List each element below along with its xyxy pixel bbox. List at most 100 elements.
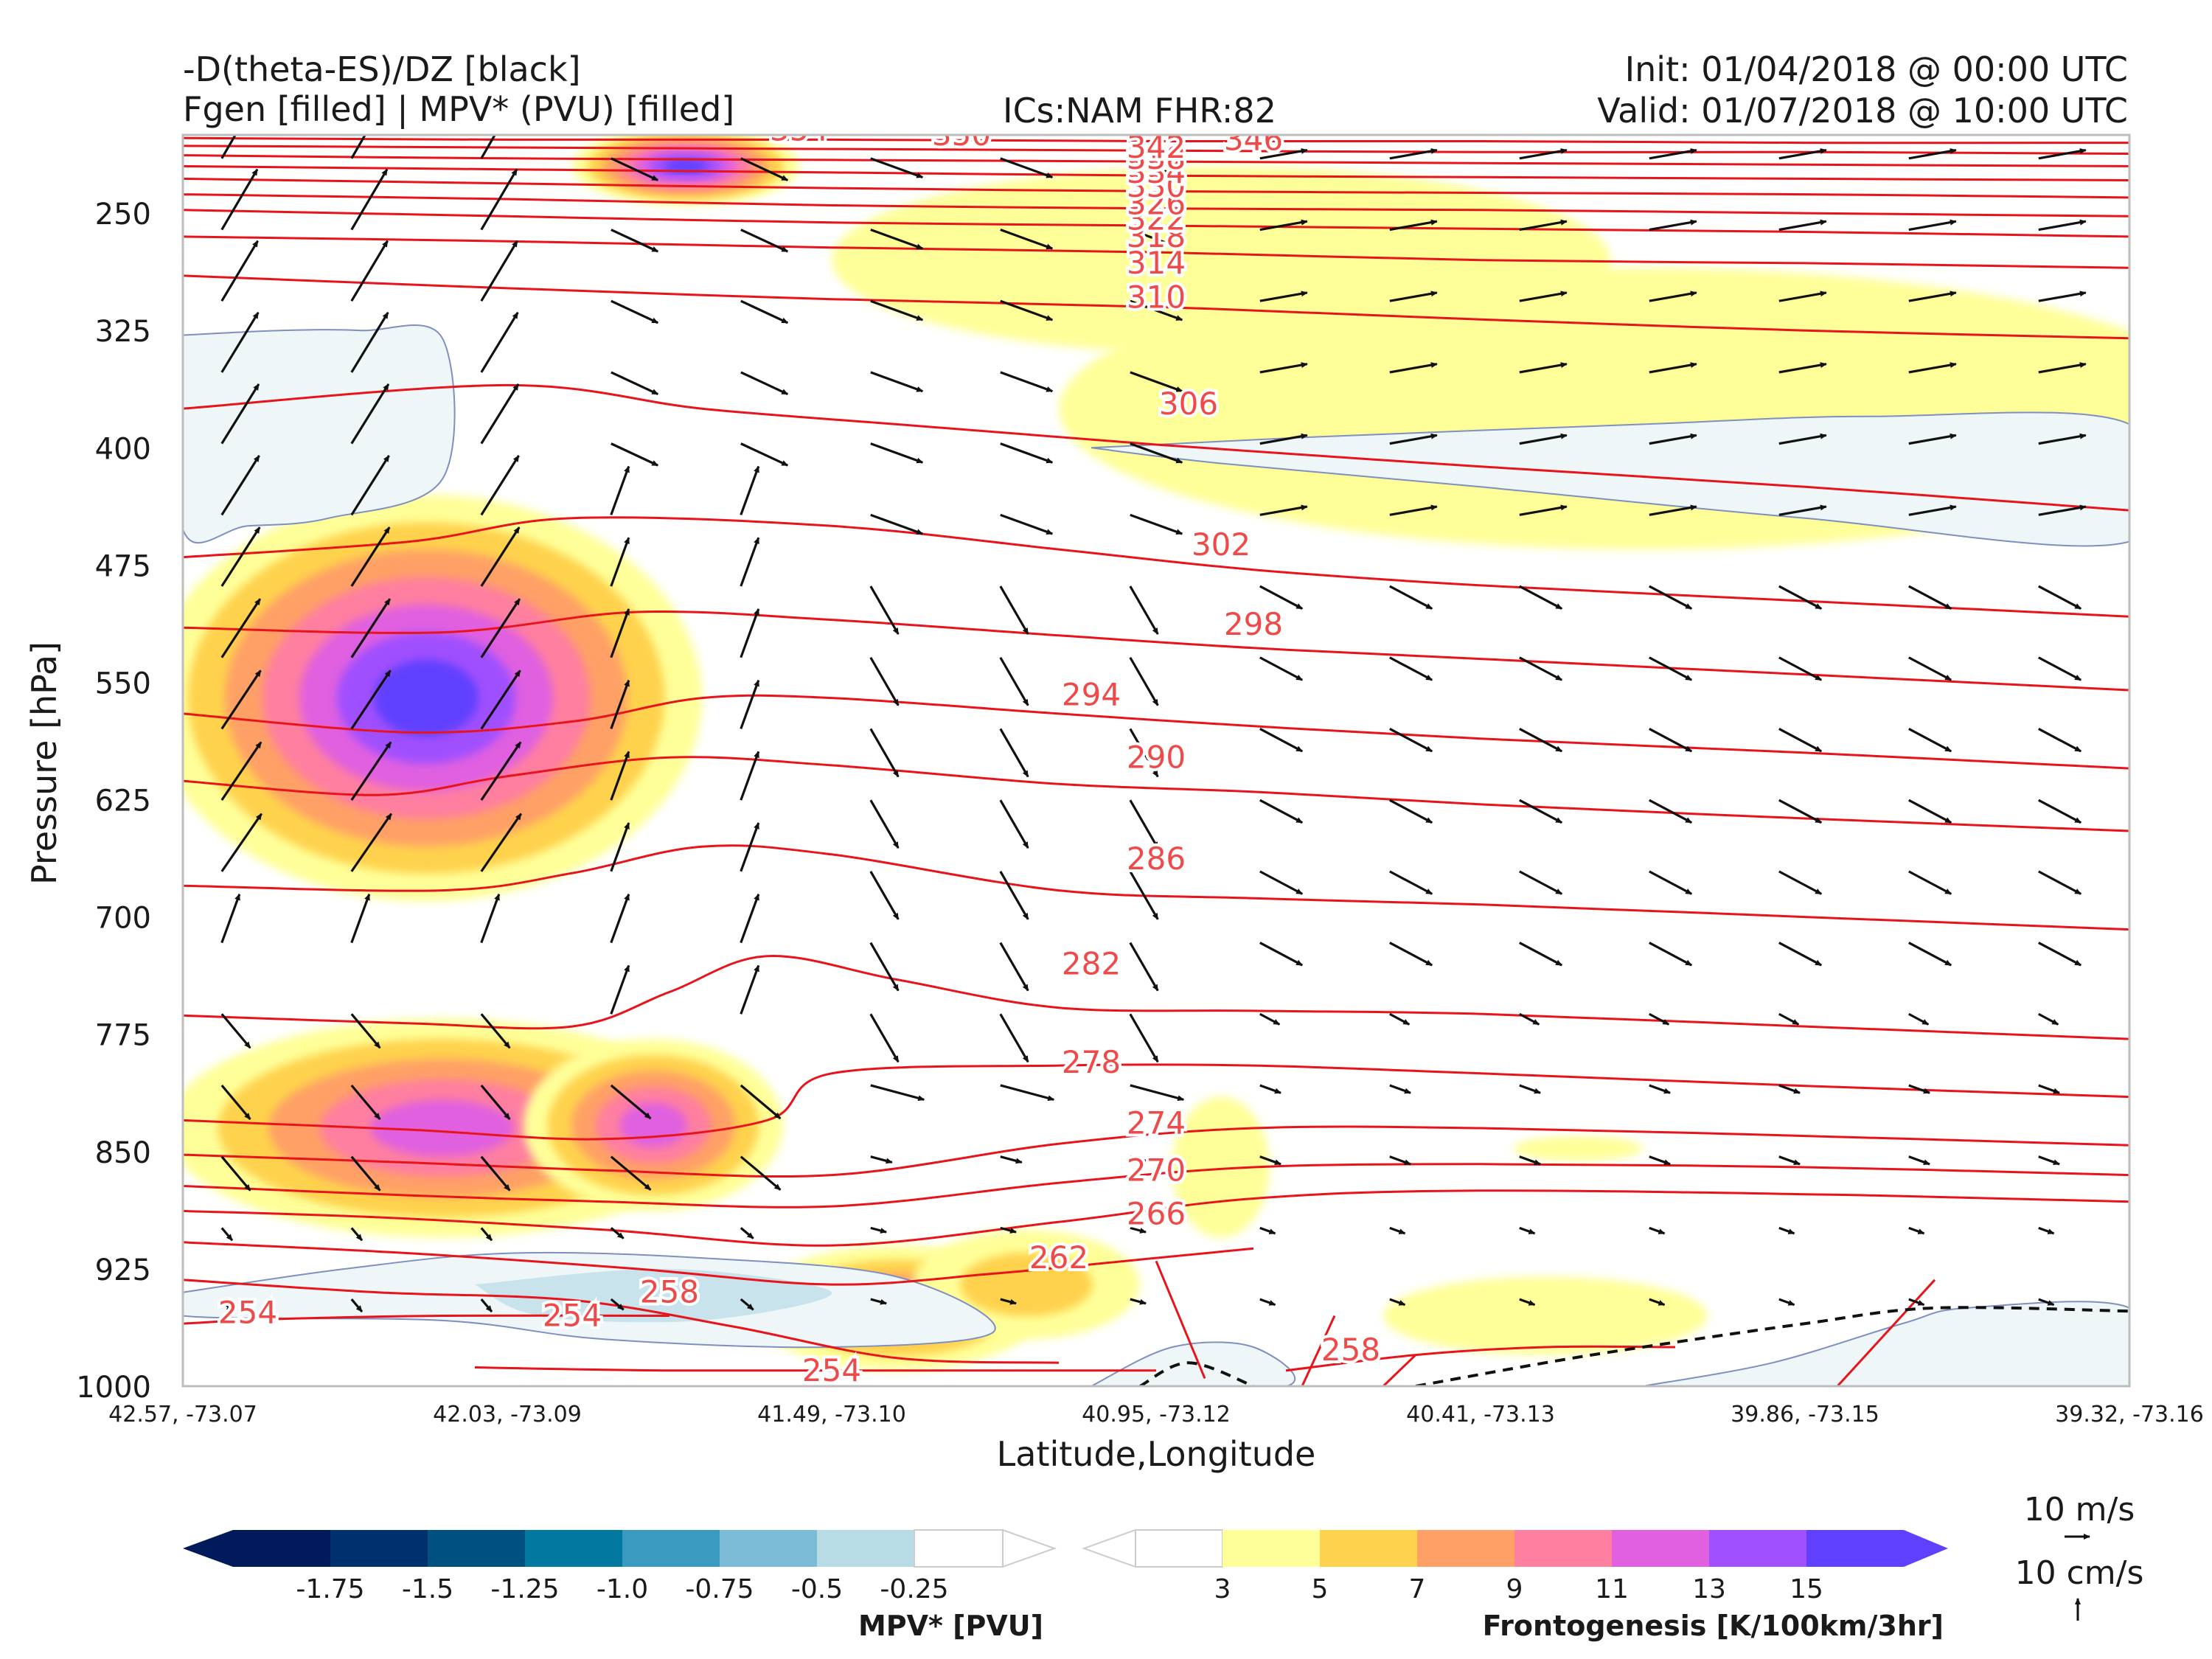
- theta-es-contour-label: 306: [1159, 386, 1218, 422]
- wind-vector: [1908, 799, 1952, 824]
- wind-vector: [1649, 1155, 1671, 1166]
- fgen-fill: [1513, 1135, 1643, 1161]
- x-tick-label: 39.32, -73.16: [2055, 1402, 2204, 1427]
- wind-vector: [1130, 1226, 1147, 1234]
- wind-vector: [220, 168, 259, 231]
- wind-vector: [350, 1227, 364, 1242]
- wind-vector: [1130, 1155, 1152, 1164]
- wind-vector: [610, 537, 630, 587]
- fgen-colorbar-cell: [1514, 1530, 1612, 1567]
- theta-es-contour-label: 266: [1127, 1196, 1186, 1232]
- theta-es-contour: [1382, 1354, 1417, 1386]
- wind-vector: [1908, 147, 1957, 160]
- mpv-colorbar-cell: [233, 1530, 330, 1567]
- wind-vector: [220, 311, 260, 373]
- wind-vector: [610, 1298, 625, 1311]
- wind-vector: [1649, 433, 1697, 445]
- mpv-colorbar-tick: -1.0: [597, 1574, 648, 1604]
- theta-es-contour: [183, 164, 2129, 181]
- fgen-colorbar-tick: 15: [1790, 1574, 1823, 1604]
- wind-vector: [2038, 504, 2087, 516]
- wind-vector: [1130, 513, 1183, 535]
- theta-es-contour-label: 302: [1192, 526, 1251, 563]
- wind-vector: [1519, 147, 1568, 160]
- wind-vector: [220, 893, 241, 944]
- wind-vector: [869, 656, 900, 706]
- wind-vector: [1908, 433, 1957, 445]
- y-tick-label: 925: [95, 1253, 151, 1287]
- wind-vector: [1519, 219, 1568, 232]
- wind-vector: [1259, 1155, 1281, 1166]
- wind-vector: [1778, 1084, 1801, 1094]
- wind-vector: [1259, 219, 1308, 232]
- wind-vector: [2038, 219, 2087, 232]
- wind-vector: [999, 871, 1029, 920]
- wind-vector: [220, 669, 262, 730]
- wind-vector: [1778, 1298, 1795, 1307]
- wind-vector: [740, 822, 760, 872]
- wind-vector: [1908, 1298, 1925, 1307]
- wind-vector: [1000, 1155, 1023, 1164]
- wind-vector: [740, 679, 760, 729]
- wind-vector: [869, 871, 900, 920]
- wind-scale-vertical-label: 10 cm/s: [2015, 1554, 2144, 1592]
- wind-vector: [480, 311, 519, 373]
- wind-vector: [1129, 656, 1159, 706]
- wind-vector: [740, 371, 789, 395]
- wind-vector: [1259, 147, 1308, 160]
- wind-vector: [870, 299, 924, 321]
- wind-vector: [870, 1226, 888, 1234]
- wind-vector: [1649, 362, 1697, 374]
- wind-vector: [350, 240, 389, 302]
- theta-es-contour-label: 298: [1224, 606, 1283, 642]
- wind-vector: [220, 741, 262, 801]
- wind-vector: [1129, 585, 1159, 635]
- wind-vector: [740, 442, 789, 467]
- wind-vector: [1389, 870, 1433, 895]
- wind-vector: [1389, 219, 1438, 232]
- wind-vector: [1649, 1012, 1670, 1026]
- wind-vector: [2038, 1155, 2060, 1166]
- wind-vector: [740, 751, 760, 801]
- title-line-1: -D(theta-ES)/DZ [black]: [183, 49, 581, 89]
- wind-vector: [1389, 942, 1433, 967]
- theta-es-contour: [183, 1189, 2129, 1247]
- y-tick-label: 1000: [76, 1371, 151, 1405]
- theta-es-contour: [183, 235, 2129, 269]
- wind-vector: [610, 822, 630, 872]
- wind-vector: [1000, 1084, 1055, 1102]
- theta-es-contour: [1155, 1260, 1206, 1379]
- plot-frame: [181, 133, 2131, 1388]
- theta-es-contour: [1836, 1279, 1936, 1386]
- wind-vector: [1259, 362, 1308, 374]
- wind-vector: [1908, 656, 1952, 681]
- wind-vector: [2038, 799, 2082, 824]
- wind-vector: [220, 135, 237, 159]
- y-tick-label: 400: [95, 432, 151, 466]
- wind-vector: [1519, 1226, 1536, 1235]
- wind-vector: [350, 669, 392, 730]
- theta-es-contour: [183, 1125, 2129, 1178]
- y-tick-label: 775: [95, 1019, 151, 1053]
- wind-vector: [1778, 219, 1827, 232]
- wind-vector: [1649, 656, 1693, 681]
- theta-es-contour-label: 286: [1127, 841, 1186, 877]
- wind-vector: [480, 893, 501, 944]
- wind-vector: [610, 1227, 625, 1239]
- wind-vector: [1129, 728, 1159, 778]
- wind-vector: [870, 1155, 893, 1164]
- theta-es-contour: [474, 1366, 1156, 1372]
- mpv-colorbar-cell: [622, 1530, 720, 1567]
- wind-vector: [350, 1155, 381, 1192]
- wind-vector: [740, 229, 789, 253]
- wind-vector: [1389, 585, 1433, 610]
- wind-vector: [999, 1013, 1029, 1063]
- wind-vector: [1649, 219, 1697, 232]
- mpv-colorbar-tick: -1.25: [490, 1574, 559, 1604]
- wind-vector: [611, 229, 659, 253]
- mpv-colorbar: -1.75 -1.5 -1.25 -1.0 -0.75 -0.5 -0.25: [183, 1528, 1057, 1604]
- wind-vector: [350, 598, 392, 658]
- wind-vector: [1649, 870, 1693, 895]
- wind-vector: [1778, 656, 1823, 681]
- theta-es-contour-label: 354: [770, 112, 829, 148]
